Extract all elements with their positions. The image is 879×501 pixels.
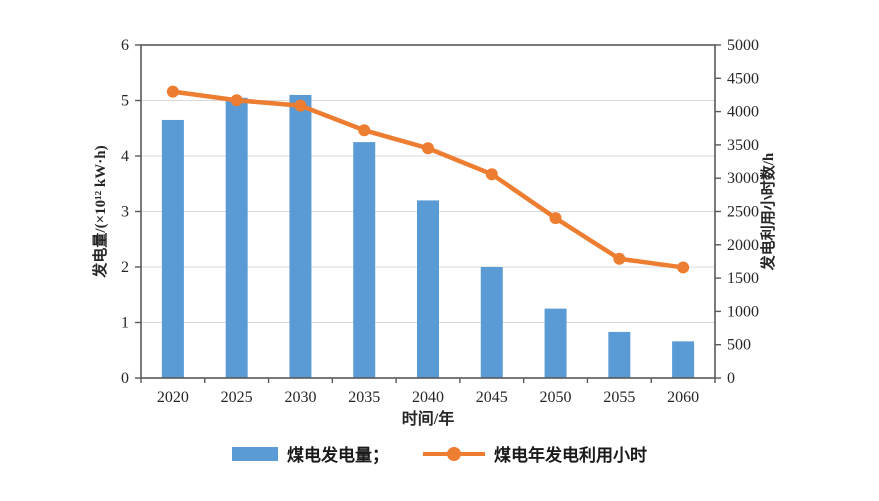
bar-2025 [225, 97, 248, 378]
bar-2020 [161, 119, 184, 379]
bar-swatch-icon [232, 446, 278, 461]
bar-2035 [353, 142, 376, 378]
y-right-tick-label: 2000 [727, 237, 759, 254]
y-right-tick-label: 4000 [727, 104, 759, 121]
y-left-tick-label: 5 [121, 93, 129, 110]
y-right-tick-label: 5000 [727, 37, 759, 54]
line-marker-2060 [677, 261, 690, 274]
y-left-tick-label: 2 [121, 259, 129, 276]
legend-label-line: 煤电年发电利用小时 [494, 446, 647, 465]
y-left-tick-label: 1 [121, 315, 129, 332]
line-marker-2035 [358, 124, 371, 137]
line-marker-2040 [422, 142, 434, 155]
y-left-axis-title: 发电量/(×10¹² kW·h) [91, 145, 109, 278]
y-right-tick-label: 2500 [727, 204, 759, 221]
x-tick-label: 2035 [348, 389, 380, 406]
legend-line-dot [447, 446, 461, 461]
y-left-tick-label: 0 [121, 370, 129, 387]
x-tick-label: 2025 [221, 389, 253, 406]
y-left-tick-label: 3 [121, 204, 129, 221]
y-left-tick-label: 4 [121, 148, 129, 165]
line-marker-2055 [613, 252, 626, 265]
line-marker-2030 [294, 99, 307, 112]
x-tick-label: 2055 [603, 389, 635, 406]
legend-item-line: 煤电年发电利用小时 [423, 441, 647, 466]
bar-2060 [672, 341, 695, 378]
line-marker-2025 [230, 94, 243, 107]
bar-2030 [289, 94, 312, 378]
y-right-tick-label: 4500 [727, 70, 759, 87]
bar-2050 [544, 308, 567, 378]
x-tick-label: 2060 [667, 389, 699, 406]
x-tick-label: 2040 [412, 389, 444, 406]
y-right-tick-label: 1500 [727, 270, 759, 287]
x-tick-label: 2050 [540, 389, 572, 406]
line-marker-2020 [166, 85, 179, 98]
y-right-tick-label: 3000 [727, 170, 759, 187]
bar-2040 [417, 200, 439, 378]
y-right-axis-title: 发电利用小时数/h [759, 152, 777, 271]
legend-item-bar: 煤电发电量； [232, 441, 389, 466]
legend-label-bar: 煤电发电量； [287, 446, 389, 465]
chart-legend: 煤电发电量； 煤电年发电利用小时 [0, 441, 879, 466]
x-tick-label: 2030 [284, 389, 316, 406]
line-marker-2050 [549, 212, 562, 225]
bar-2045 [480, 267, 503, 378]
line-marker-swatch-icon [423, 446, 485, 461]
line-marker-2045 [485, 168, 498, 181]
y-right-tick-label: 500 [727, 337, 751, 354]
y-left-tick-label: 6 [121, 37, 129, 54]
bar-2055 [608, 331, 631, 378]
x-tick-label: 2020 [157, 389, 189, 406]
x-axis-title: 时间/年 [402, 409, 454, 428]
x-tick-label: 2045 [476, 389, 508, 406]
y-right-tick-label: 3500 [727, 137, 759, 154]
y-right-tick-label: 0 [727, 370, 735, 387]
y-right-tick-label: 1000 [727, 303, 759, 320]
